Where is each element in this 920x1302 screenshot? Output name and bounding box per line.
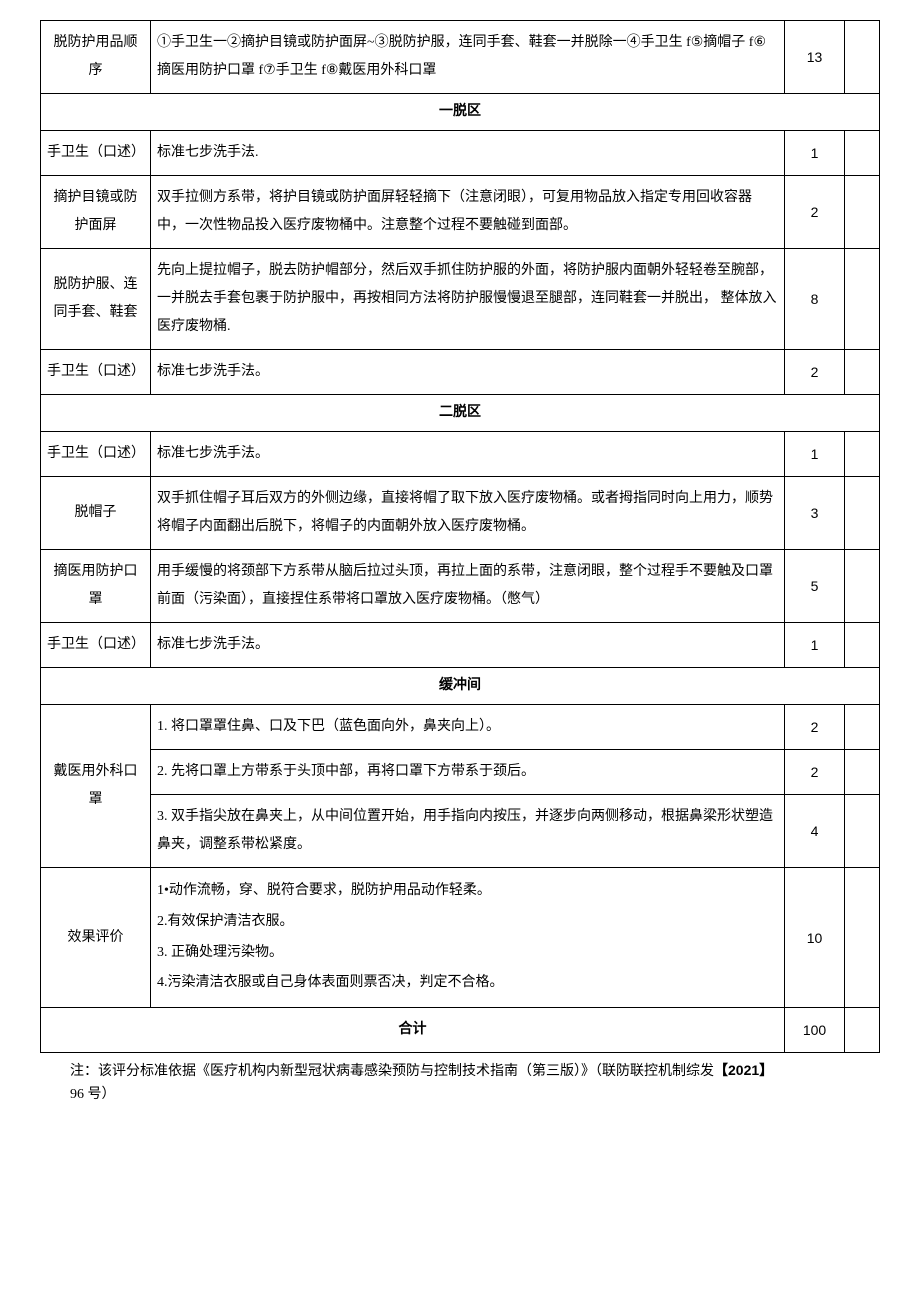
- row-score: 1: [785, 432, 845, 477]
- row-blank: [845, 868, 880, 1008]
- row-score: 2: [785, 176, 845, 249]
- row-blank: [845, 21, 880, 94]
- table-row: 2. 先将口罩上方带系于头顶中部，再将口罩下方带系于颈后。 2: [41, 750, 880, 795]
- row-label: 摘护目镜或防护面屏: [41, 176, 151, 249]
- table-row: 手卫生（口述） 标准七步洗手法。 1: [41, 432, 880, 477]
- row-label: 脱帽子: [41, 477, 151, 550]
- row-score: 10: [785, 868, 845, 1008]
- row-blank: [845, 623, 880, 668]
- row-blank: [845, 750, 880, 795]
- table-row: 戴医用外科口罩 1. 将口罩罩住鼻、口及下巴（蓝色面向外，鼻夹向上）。 2: [41, 705, 880, 750]
- row-score: 1: [785, 131, 845, 176]
- row-blank: [845, 477, 880, 550]
- row-blank: [845, 432, 880, 477]
- row-blank: [845, 550, 880, 623]
- section-row: 缓冲间: [41, 668, 880, 705]
- row-score: 4: [785, 795, 845, 868]
- table-row: 摘护目镜或防护面屏 双手拉侧方系带，将护目镜或防护面屏轻轻摘下（注意闭眼），可复…: [41, 176, 880, 249]
- row-score: 5: [785, 550, 845, 623]
- section-header: 一脱区: [41, 94, 880, 131]
- document-page: 脱防护用品顺序 ①手卫生一②摘护目镜或防护面屏~③脱防护服，连同手套、鞋套一并脱…: [0, 0, 920, 1126]
- row-blank: [845, 131, 880, 176]
- footnote-bracket: 【2021】: [714, 1062, 773, 1078]
- row-desc: 标准七步洗手法。: [151, 432, 785, 477]
- row-label: 戴医用外科口罩: [41, 705, 151, 868]
- row-blank: [845, 795, 880, 868]
- row-score: 13: [785, 21, 845, 94]
- row-score: 3: [785, 477, 845, 550]
- row-desc: 标准七步洗手法.: [151, 131, 785, 176]
- row-desc: 2. 先将口罩上方带系于头顶中部，再将口罩下方带系于颈后。: [151, 750, 785, 795]
- row-label: 效果评价: [41, 868, 151, 1008]
- row-score: 2: [785, 350, 845, 395]
- row-label: 手卫生（口述）: [41, 131, 151, 176]
- row-blank: [845, 1008, 880, 1053]
- row-blank: [845, 705, 880, 750]
- row-desc: ①手卫生一②摘护目镜或防护面屏~③脱防护服，连同手套、鞋套一并脱除一④手卫生 f…: [151, 21, 785, 94]
- total-label: 合计: [41, 1008, 785, 1053]
- row-label: 手卫生（口述）: [41, 350, 151, 395]
- row-label: 摘医用防护口罩: [41, 550, 151, 623]
- row-desc: 1•动作流畅，穿、脱符合要求，脱防护用品动作轻柔。 2.有效保护清洁衣服。 3.…: [151, 868, 785, 1008]
- table-row: 脱帽子 双手抓住帽子耳后双方的外侧边缘，直接将帽了取下放入医疗废物桶。或者拇指同…: [41, 477, 880, 550]
- row-desc: 双手抓住帽子耳后双方的外侧边缘，直接将帽了取下放入医疗废物桶。或者拇指同时向上用…: [151, 477, 785, 550]
- table-row: 手卫生（口述） 标准七步洗手法。 1: [41, 623, 880, 668]
- footnote-text-1: 注：该评分标准依据《医疗机构内新型冠状病毒感染预防与控制技术指南（第三版）》（联…: [70, 1064, 714, 1079]
- row-desc: 标准七步洗手法。: [151, 350, 785, 395]
- row-label: 手卫生（口述）: [41, 432, 151, 477]
- section-row: 二脱区: [41, 395, 880, 432]
- footnote: 注：该评分标准依据《医疗机构内新型冠状病毒感染预防与控制技术指南（第三版）》（联…: [40, 1053, 880, 1106]
- row-score: 2: [785, 705, 845, 750]
- row-score: 2: [785, 750, 845, 795]
- total-score: 100: [785, 1008, 845, 1053]
- scoring-table: 脱防护用品顺序 ①手卫生一②摘护目镜或防护面屏~③脱防护服，连同手套、鞋套一并脱…: [40, 20, 880, 1053]
- section-header: 缓冲间: [41, 668, 880, 705]
- footnote-text-2: 96 号）: [70, 1087, 116, 1102]
- eval-line: 3. 正确处理污染物。: [157, 938, 778, 969]
- row-desc: 双手拉侧方系带，将护目镜或防护面屏轻轻摘下（注意闭眼），可复用物品放入指定专用回…: [151, 176, 785, 249]
- section-row: 一脱区: [41, 94, 880, 131]
- row-desc: 用手缓慢的将颈部下方系带从脑后拉过头顶，再拉上面的系带，注意闭眼，整个过程手不要…: [151, 550, 785, 623]
- row-blank: [845, 176, 880, 249]
- row-desc: 3. 双手指尖放在鼻夹上，从中间位置开始，用手指向内按压，并逐步向两侧移动，根据…: [151, 795, 785, 868]
- row-label: 脱防护用品顺序: [41, 21, 151, 94]
- table-row: 脱防护用品顺序 ①手卫生一②摘护目镜或防护面屏~③脱防护服，连同手套、鞋套一并脱…: [41, 21, 880, 94]
- table-row: 手卫生（口述） 标准七步洗手法。 2: [41, 350, 880, 395]
- table-row: 手卫生（口述） 标准七步洗手法. 1: [41, 131, 880, 176]
- row-desc: 先向上提拉帽子，脱去防护帽部分，然后双手抓住防护服的外面，将防护服内面朝外轻轻卷…: [151, 249, 785, 350]
- section-header: 二脱区: [41, 395, 880, 432]
- total-row: 合计 100: [41, 1008, 880, 1053]
- row-score: 1: [785, 623, 845, 668]
- table-row: 脱防护服、连同手套、鞋套 先向上提拉帽子，脱去防护帽部分，然后双手抓住防护服的外…: [41, 249, 880, 350]
- row-desc: 1. 将口罩罩住鼻、口及下巴（蓝色面向外，鼻夹向上）。: [151, 705, 785, 750]
- row-desc: 标准七步洗手法。: [151, 623, 785, 668]
- row-label: 手卫生（口述）: [41, 623, 151, 668]
- row-score: 8: [785, 249, 845, 350]
- table-row: 效果评价 1•动作流畅，穿、脱符合要求，脱防护用品动作轻柔。 2.有效保护清洁衣…: [41, 868, 880, 1008]
- eval-line: 1•动作流畅，穿、脱符合要求，脱防护用品动作轻柔。: [157, 876, 778, 907]
- row-blank: [845, 249, 880, 350]
- eval-line: 4.污染清洁衣服或自己身体表面则票否决，判定不合格。: [157, 968, 778, 999]
- eval-line: 2.有效保护清洁衣服。: [157, 907, 778, 938]
- row-label: 脱防护服、连同手套、鞋套: [41, 249, 151, 350]
- table-row: 3. 双手指尖放在鼻夹上，从中间位置开始，用手指向内按压，并逐步向两侧移动，根据…: [41, 795, 880, 868]
- table-row: 摘医用防护口罩 用手缓慢的将颈部下方系带从脑后拉过头顶，再拉上面的系带，注意闭眼…: [41, 550, 880, 623]
- row-blank: [845, 350, 880, 395]
